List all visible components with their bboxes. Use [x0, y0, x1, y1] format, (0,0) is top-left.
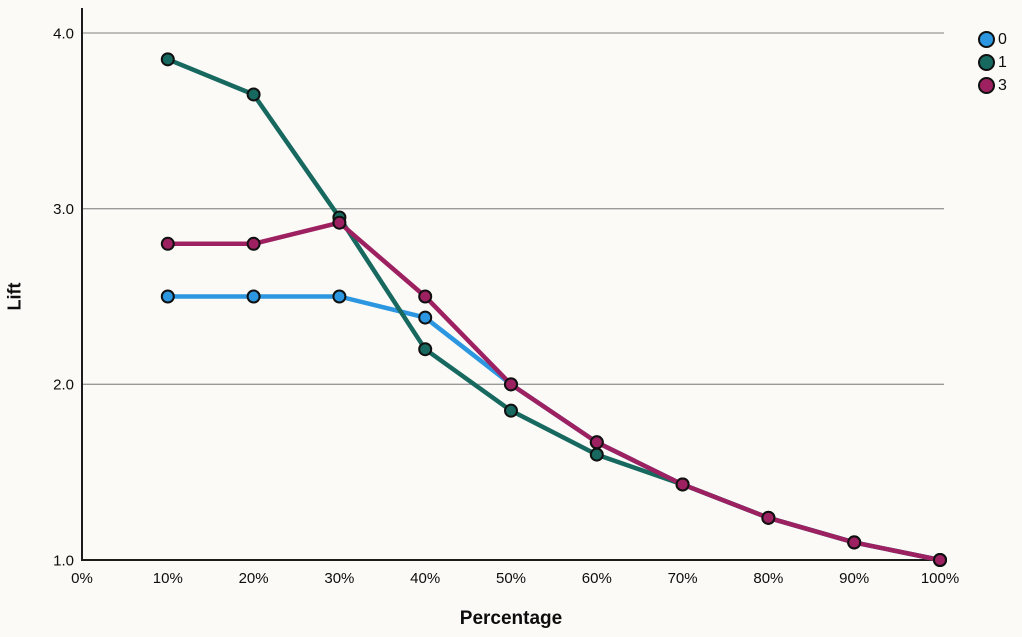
- x-tick-label: 80%: [753, 570, 783, 587]
- data-point-series-0: [332, 289, 347, 304]
- data-point-series-0: [246, 289, 261, 304]
- data-point-series-1: [160, 52, 175, 67]
- y-tick-label: 1.0: [53, 552, 74, 569]
- data-point-series-1: [418, 342, 433, 357]
- chart-legend: 0 1 3: [978, 30, 1007, 95]
- data-point-series-0: [418, 310, 433, 325]
- y-axis-title: Lift: [4, 283, 24, 311]
- legend-swatch-icon: [978, 31, 995, 48]
- legend-item-1: 1: [978, 53, 1007, 72]
- x-tick-label: 100%: [921, 570, 959, 587]
- x-axis-title: Percentage: [460, 608, 562, 629]
- data-point-series-3: [589, 435, 604, 450]
- series-line-0: [165, 294, 943, 563]
- x-tick-label: 10%: [153, 570, 183, 587]
- x-tick-label: 20%: [239, 570, 269, 587]
- legend-swatch-icon: [978, 77, 995, 94]
- data-point-series-3: [160, 236, 175, 251]
- data-point-series-3: [761, 510, 776, 525]
- x-tick-label: 60%: [582, 570, 612, 587]
- y-tick-label: 4.0: [53, 25, 74, 42]
- x-tick-label: 0%: [71, 570, 93, 587]
- series-line-3: [165, 220, 943, 563]
- legend-swatch-icon: [978, 54, 995, 71]
- data-point-series-3: [847, 535, 862, 550]
- x-tick-label: 70%: [668, 570, 698, 587]
- x-tick-label: 50%: [496, 570, 526, 587]
- data-point-series-3: [933, 553, 947, 567]
- legend-item-label: 3: [998, 77, 1007, 94]
- data-point-series-1: [589, 447, 604, 462]
- y-tick-label: 3.0: [53, 201, 74, 218]
- series-line-1: [165, 57, 943, 563]
- x-tick-label: 40%: [410, 570, 440, 587]
- x-tick-label: 90%: [839, 570, 869, 587]
- legend-item-0: 0: [978, 30, 1007, 49]
- y-tick-label: 2.0: [53, 377, 74, 394]
- x-tick-label: 30%: [324, 570, 354, 587]
- data-point-series-3: [246, 236, 261, 251]
- data-point-series-3: [504, 377, 518, 392]
- legend-item-2: 3: [978, 76, 1007, 95]
- data-point-series-1: [504, 403, 518, 418]
- legend-item-label: 0: [998, 31, 1007, 48]
- data-point-series-3: [675, 477, 690, 492]
- data-point-series-3: [332, 215, 347, 230]
- data-point-series-1: [246, 87, 261, 102]
- data-point-series-0: [160, 289, 175, 304]
- data-point-series-3: [418, 289, 433, 304]
- legend-item-label: 1: [998, 54, 1007, 71]
